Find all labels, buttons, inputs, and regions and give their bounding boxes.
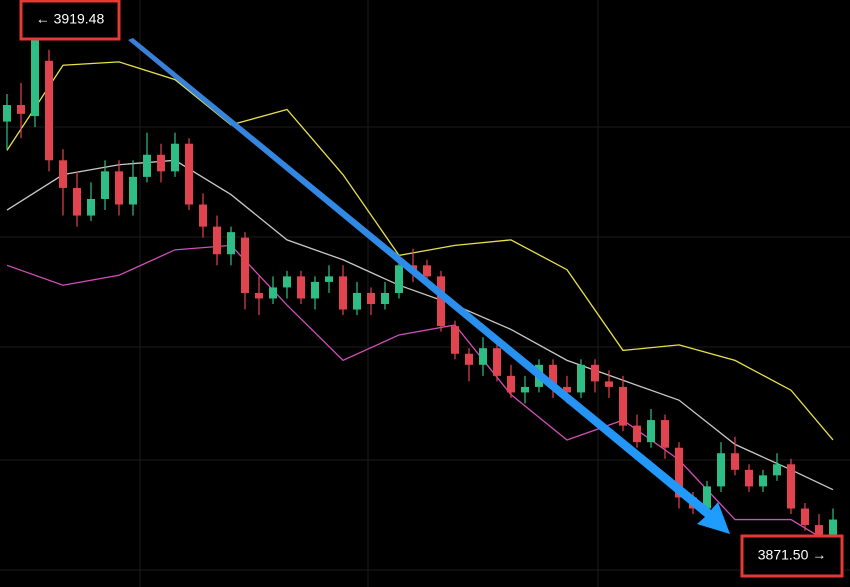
candle-body [381,292,389,305]
candle-body [815,525,823,542]
candle-body [269,287,277,299]
candle-body [591,364,599,382]
candle-body [745,469,753,487]
candle-body [31,22,39,117]
high-label: ← 3919.48 [19,0,121,41]
label-box [19,0,121,41]
candle-body [199,204,207,227]
candle-body [829,519,837,542]
candle-body [465,353,473,365]
candle-body [633,425,641,443]
candle-body [129,176,137,205]
candle-body [423,265,431,277]
candle-body [521,386,529,393]
candle-body [801,508,809,526]
candle-body [605,381,613,387]
candle-body [45,60,53,161]
band-line [6,61,834,441]
candle-body [437,276,445,327]
candle-body [87,198,95,216]
candle-body [171,143,179,172]
candle-body [703,486,711,509]
candle-body [325,276,333,282]
candle-body [297,276,305,299]
candle-body [367,292,375,305]
candle-body [213,226,221,255]
candle-body [675,447,683,498]
label-box [740,534,844,578]
candle-body [157,154,165,172]
candle-body [311,281,319,299]
candle-body [17,105,25,114]
high-label-text: ← 3919.48 [36,11,105,27]
candle-body [283,276,291,288]
candle-body [115,171,123,205]
candle-body [549,364,557,387]
candle-body [647,420,655,443]
candles [3,22,837,553]
candle-body [353,292,361,310]
low-label: 3871.50 → [740,534,844,578]
candle-body [73,187,81,216]
low-label-text: 3871.50 → [758,547,827,563]
band-line [6,159,834,491]
candle-body [759,475,767,487]
candle-body [493,348,501,376]
candle-body [717,453,725,487]
candle-body [227,232,235,255]
candle-body [619,386,627,426]
candle-body [773,464,781,476]
candle-body [787,464,795,509]
candle-body [507,375,515,393]
candle-body [661,420,669,448]
candle-body [143,154,151,177]
candle-body [185,143,193,205]
candle-body [451,326,459,354]
candle-body [101,171,109,199]
trend-arrow [128,38,730,534]
candle-body [577,364,585,393]
candle-body [59,160,67,188]
candle-body [339,276,347,310]
candle-body [731,453,739,470]
candle-body [395,265,403,293]
candle-body [255,292,263,299]
candle-body [479,348,487,365]
candle-body [241,237,249,293]
candle-body [3,105,11,122]
candle-body [563,386,571,393]
bollinger-bands [6,61,834,546]
